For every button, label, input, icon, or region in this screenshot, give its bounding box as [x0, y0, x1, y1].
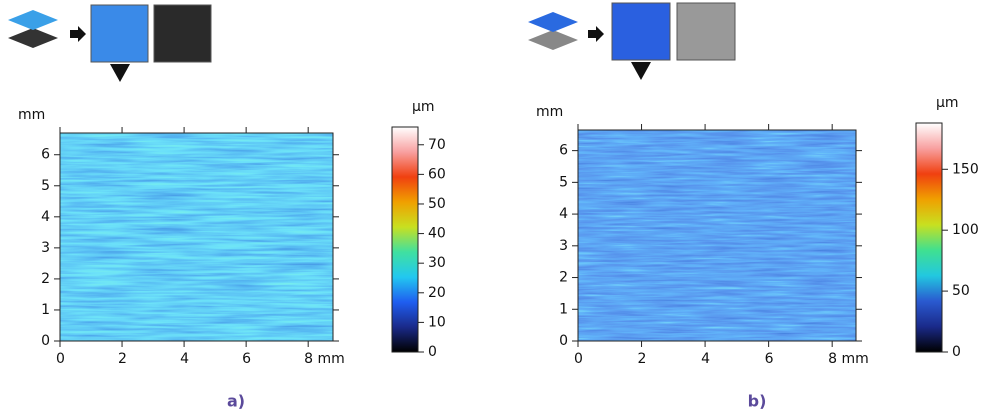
- colorbar-unit: µm: [412, 99, 435, 115]
- colorbar-tick-label: 70: [428, 137, 446, 153]
- plot-frame: [577, 129, 857, 342]
- colorbar-tick-label: 10: [428, 314, 446, 330]
- colorbar-tick-label: 0: [428, 344, 437, 360]
- x-tick-label: 4: [701, 351, 710, 367]
- y-tick-label: 6: [559, 143, 568, 159]
- y-tick-label: 3: [559, 238, 568, 254]
- colorbar-tick-label: 0: [952, 344, 961, 360]
- plot-frame: [59, 132, 334, 342]
- surface-map: [578, 130, 856, 341]
- x-tick-label: 4: [180, 351, 189, 367]
- colorbar: [915, 122, 943, 353]
- x-tick-label: 0: [574, 351, 583, 367]
- x-tick-label: 8 mm: [828, 351, 869, 367]
- x-tick-label: 2: [118, 351, 127, 367]
- panel-caption: b): [748, 392, 767, 411]
- icons-b: [528, 2, 736, 80]
- y-tick-label: 2: [41, 271, 50, 287]
- x-tick-label: 2: [638, 351, 647, 367]
- x-tick-label: 0: [56, 351, 65, 367]
- x-tick-label: 6: [242, 351, 251, 367]
- y-tick-label: 1: [559, 301, 568, 317]
- colorbar-unit: µm: [936, 95, 959, 111]
- y-tick-label: 1: [41, 302, 50, 318]
- colorbar-tick-label: 20: [428, 285, 446, 301]
- colorbar-tick-label: 60: [428, 166, 446, 182]
- y-tick-label: 5: [41, 178, 50, 194]
- panel-caption: a): [227, 392, 245, 411]
- y-axis-unit: mm: [18, 107, 45, 123]
- colorbar-tick-label: 30: [428, 255, 446, 271]
- icons-a: [8, 4, 212, 82]
- y-tick-label: 5: [559, 174, 568, 190]
- colorbar-tick-label: 150: [952, 161, 979, 177]
- colorbar-tick-label: 40: [428, 226, 446, 242]
- y-tick-label: 3: [41, 240, 50, 256]
- colorbar-tick-label: 50: [952, 283, 970, 299]
- y-tick-label: 0: [41, 333, 50, 349]
- colorbar: [391, 126, 419, 353]
- y-tick-label: 6: [41, 147, 50, 163]
- x-tick-label: 8 mm: [304, 351, 345, 367]
- colorbar-tick-label: 100: [952, 222, 979, 238]
- y-tick-label: 4: [559, 206, 568, 222]
- colorbar-tick-label: 50: [428, 196, 446, 212]
- x-tick-label: 6: [765, 351, 774, 367]
- surface-map: [60, 133, 333, 341]
- y-tick-label: 4: [41, 209, 50, 225]
- y-tick-label: 2: [559, 270, 568, 286]
- y-tick-label: 0: [559, 333, 568, 349]
- y-axis-unit: mm: [536, 104, 563, 120]
